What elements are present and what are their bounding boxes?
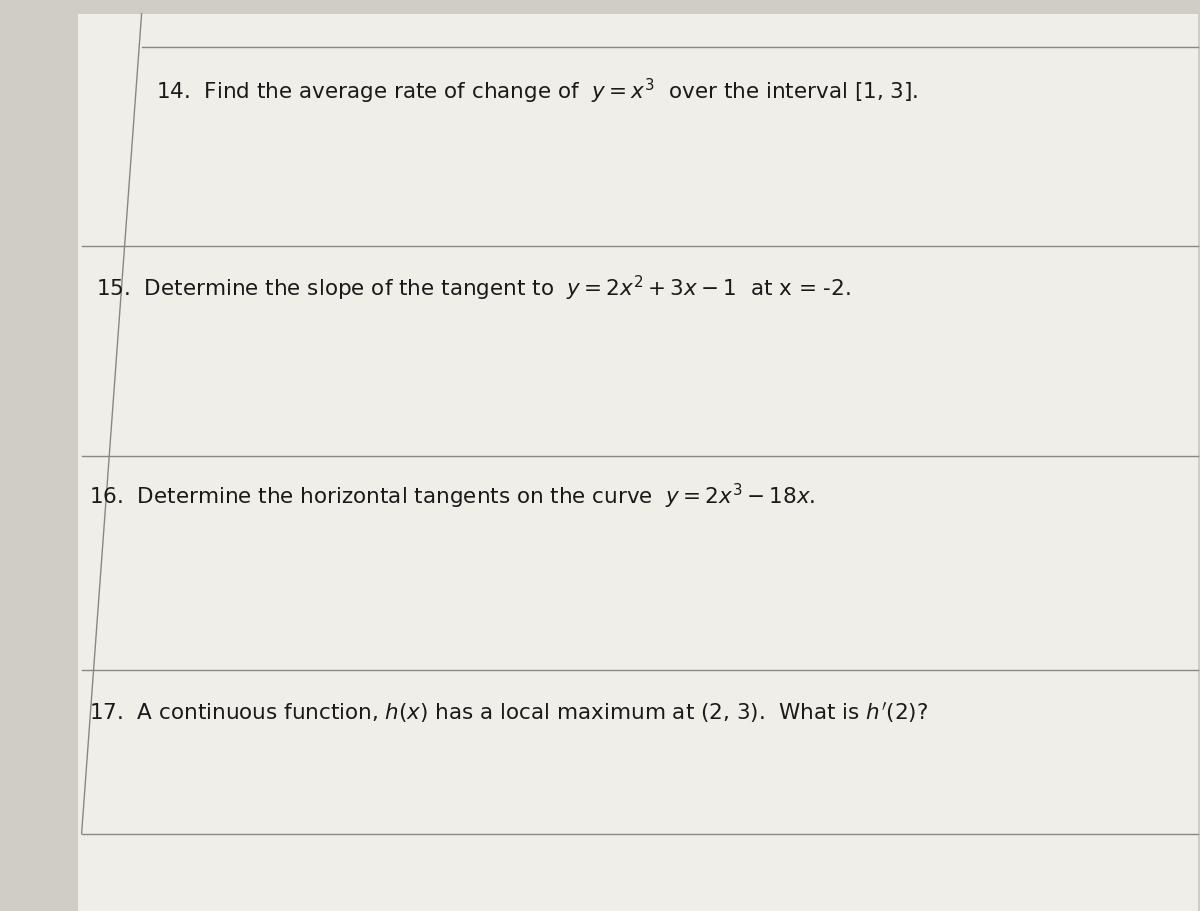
Text: 14.  Find the average rate of change of  $y=x^3$  over the interval [1, 3].: 14. Find the average rate of change of $… — [156, 77, 918, 106]
Text: 16.  Determine the horizontal tangents on the curve  $y=2x^3-18x$.: 16. Determine the horizontal tangents on… — [89, 482, 815, 511]
Text: 17.  A continuous function, $h(x)$ has a local maximum at (2, 3).  What is $h'(2: 17. A continuous function, $h(x)$ has a … — [89, 701, 928, 724]
Text: 15.  Determine the slope of the tangent to  $y=2x^2+3x-1$  at x = -2.: 15. Determine the slope of the tangent t… — [96, 274, 851, 303]
FancyBboxPatch shape — [78, 14, 1198, 911]
